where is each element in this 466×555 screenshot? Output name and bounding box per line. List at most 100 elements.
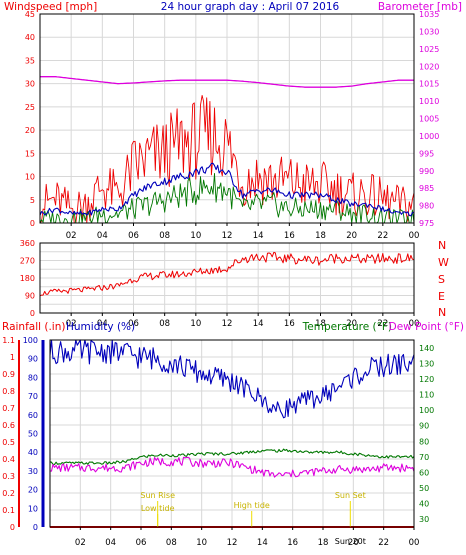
rain-y-tick-label: 1.1 [2,336,15,345]
barometer-y-tick-label: 985 [419,184,434,193]
direction-x-tick-label: 04 [97,319,108,329]
rain-y-tick-label: 0.4 [2,455,15,464]
wind-x-tick-label: 02 [66,231,77,241]
rain-x-tick-label: 08 [166,538,177,548]
wind-y-tick-label: 45 [25,10,35,19]
wind-x-tick-label: 12 [222,231,233,241]
rain-x-tick-label: 18 [318,538,329,548]
barometer-y-tick-label: 1025 [419,45,439,54]
rain-x-tick-label: 16 [287,538,298,548]
wind-y-tick-label: 25 [25,103,35,112]
wind-x-tick-label: 06 [128,231,139,241]
rain-x-tick-label: 06 [136,538,147,548]
rain-x-tick-label: 00 [409,538,420,548]
rain-x-tick-label: 10 [196,538,207,548]
wind-y-tick-label: 35 [25,56,35,65]
barometer-y-tick-label: 1030 [419,27,439,36]
barometer-line [40,76,414,88]
direction-letter-n-bottom: N [438,306,446,319]
wind-axis-label: Windspeed [mph] [4,1,97,13]
direction-x-tick-label: 10 [190,319,201,329]
wind-x-tick-label: 00 [409,231,420,241]
rain-y-tick-label: 0.6 [2,421,15,430]
rainfall-axis-label: Rainfall (.in) [2,321,65,333]
humidity-y-tick-label: 70 [28,392,38,401]
barometer-y-tick-label: 1015 [419,80,439,89]
barometer-y-tick-label: 1000 [419,132,439,141]
direction-x-tick-label: 20 [346,319,357,329]
humidity-y-tick-label: 0 [33,523,38,532]
direction-y-tick-label: 90 [25,292,35,301]
dewpoint-line [49,456,415,478]
barometer-y-tick-label: 980 [419,202,434,211]
direction-letter-w: W [438,256,449,269]
direction-x-tick-label: 12 [222,319,233,329]
wind-x-tick-label: 10 [190,231,201,241]
barometer-y-tick-label: 995 [419,149,434,158]
barometer-y-tick-label: 1005 [419,115,439,124]
graph-title: 24 hour graph day : April 07 2016 [161,1,340,13]
temperature-y-tick-label: 120 [419,375,434,384]
annotation-label: Sun Rise [140,491,175,500]
wind-y-tick-label: 0 [30,219,35,228]
humidity-y-tick-label: 80 [28,373,38,382]
direction-letter-e: E [438,290,445,303]
direction-x-tick-label: 14 [253,319,264,329]
rain-y-tick-label: 0 [10,523,15,532]
direction-y-tick-label: 180 [20,274,35,283]
rain-y-tick-label: 0.2 [2,489,15,498]
direction-x-tick-label: 06 [128,319,139,329]
temperature-y-tick-label: 130 [419,359,434,368]
annotation-label: Low tide [141,504,175,513]
rain-y-tick-label: 0.9 [2,370,15,379]
temperature-y-tick-label: 80 [419,437,429,446]
direction-x-tick-label: 02 [66,319,77,329]
wind-y-tick-label: 10 [25,173,35,182]
barometer-y-tick-label: 1035 [419,10,439,19]
annotation-label: High tide [234,501,270,510]
dewpoint-axis-label: Dew Point (°F) [389,321,464,333]
wind-x-tick-label: 22 [377,231,388,241]
wind-y-tick-label: 40 [25,33,35,42]
temperature-y-tick-label: 140 [419,344,434,353]
direction-x-tick-label: 00 [409,319,420,329]
wind-x-tick-label: 14 [253,231,264,241]
humidity-line [49,339,415,419]
barometer-y-tick-label: 1020 [419,62,439,71]
humidity-y-tick-label: 60 [28,411,38,420]
direction-x-tick-label: 16 [284,319,295,329]
wind-x-tick-label: 18 [315,231,326,241]
humidity-y-tick-label: 50 [28,430,38,439]
barometer-axis-label: Barometer [mb] [378,1,462,13]
barometer-y-tick-label: 975 [419,219,434,228]
wind-x-tick-label: 20 [346,231,357,241]
rain-y-tick-label: 0.1 [2,506,15,515]
temperature-axis-label: Temperature (°F) [302,321,392,333]
wind-y-tick-label: 15 [25,149,35,158]
wind-gust-line [39,94,415,224]
rain-y-tick-label: 0.5 [2,438,15,447]
temperature-line [49,448,415,465]
rain-x-tick-label: 02 [75,538,86,548]
wind-y-tick-label: 20 [25,126,35,135]
temperature-y-tick-label: 90 [419,422,429,431]
temperature-y-tick-label: 110 [419,391,434,400]
humidity-y-tick-label: 20 [28,486,38,495]
barometer-y-tick-label: 990 [419,167,434,176]
rain-y-tick-label: 1 [10,353,15,362]
annotation-label: Sun Set [335,491,366,500]
direction-y-tick-label: 360 [20,239,35,248]
temperature-y-tick-label: 100 [419,406,434,415]
humidity-y-tick-label: 40 [28,448,38,457]
wind-x-tick-label: 04 [97,231,108,241]
temperature-y-tick-label: 70 [419,453,429,462]
humidity-y-tick-label: 30 [28,467,38,476]
rain-y-tick-label: 0.7 [2,404,15,413]
direction-letter-n-top: N [438,239,446,252]
direction-y-tick-label: 0 [30,309,35,318]
rain-x-tick-label: 04 [105,538,116,548]
temperature-y-tick-label: 50 [419,484,429,493]
direction-y-tick-label: 270 [20,257,35,266]
temperature-y-tick-label: 40 [419,500,429,509]
